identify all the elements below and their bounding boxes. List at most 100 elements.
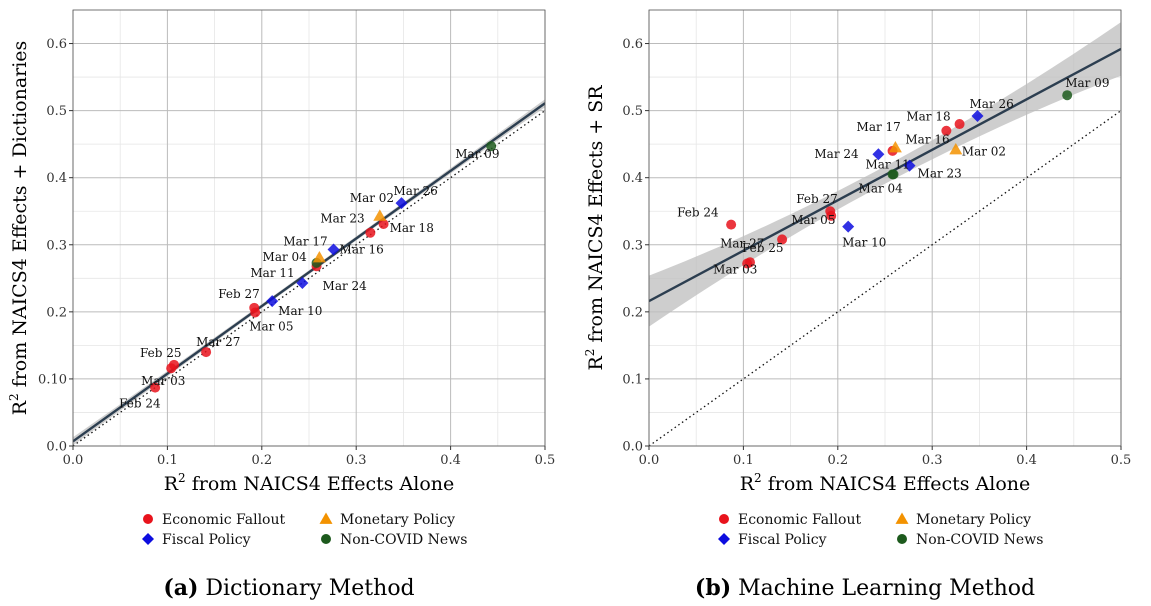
- point-label: Mar 24: [323, 279, 368, 293]
- y-tick-label: 0.5: [622, 104, 643, 119]
- panel-dictionary-method: Feb 24 Feb 25 Mar 03 Mar 27 Feb 27 Mar 05 Mar …: [0, 0, 575, 606]
- x-tick-label: 0.2: [251, 453, 272, 468]
- fit-line: [649, 47, 1121, 303]
- legend-item-non: Non-COVID News: [321, 532, 467, 548]
- point-label: Mar 05: [791, 213, 835, 227]
- legend-label: Monetary Policy: [340, 512, 455, 528]
- y-axis-title: R2 from NAICS4 Effects + SR: [583, 85, 607, 371]
- y-tick-label: 0.1: [622, 372, 643, 387]
- point-mar-11: [296, 277, 309, 290]
- legend-label: Fiscal Policy: [162, 532, 251, 548]
- point-label: Mar 09: [1065, 76, 1109, 90]
- legend-item-mon: Monetary Policy: [319, 512, 455, 528]
- legend-marker: [143, 514, 153, 524]
- x-tick-label: 0.1: [733, 453, 754, 468]
- point-mar-16: [327, 243, 340, 256]
- legend-label: Fiscal Policy: [738, 532, 827, 548]
- x-tick-label: 0.4: [1016, 453, 1037, 468]
- point-label: Mar 27: [720, 236, 764, 250]
- point-mar-10: [842, 220, 855, 233]
- point-mar-23: [903, 159, 916, 172]
- x-tick-label: 0.1: [157, 453, 178, 468]
- y-tick-label: 0.6: [622, 37, 643, 52]
- panel-caption: (b) Machine Learning Method: [695, 575, 1035, 601]
- x-tick-label: 0.3: [346, 453, 367, 468]
- legend-label: Economic Fallout: [738, 512, 861, 528]
- point-mar-18: [378, 218, 389, 229]
- legend-item-fis: Fiscal Policy: [142, 532, 251, 548]
- legend-label: Monetary Policy: [916, 512, 1031, 528]
- point-mar-23: [365, 227, 376, 238]
- point-mar-16: [888, 141, 902, 153]
- y-axis-title: R2 from NAICS4 Effects + Dictionaries: [7, 41, 31, 416]
- point-label: Mar 24: [814, 147, 859, 161]
- point-label: Mar 10: [278, 304, 322, 318]
- point-label: Feb 25: [742, 241, 784, 255]
- point-mar-18: [941, 125, 952, 136]
- x-tick-label: 0.0: [639, 453, 660, 468]
- panel-caption: (a) Dictionary Method: [163, 575, 414, 601]
- point-mar-09: [1062, 90, 1073, 101]
- y-tick-label: 0.2: [46, 305, 67, 320]
- point-mar-05: [250, 307, 261, 318]
- data-points: [726, 90, 1073, 269]
- legend-item-econ: Economic Fallout: [719, 512, 861, 528]
- point-label: Feb 27: [218, 287, 260, 301]
- point-label: Mar 11: [250, 266, 294, 280]
- point-label: Mar 02: [350, 191, 394, 205]
- point-label: Feb 27: [796, 192, 838, 206]
- point-label: Mar 18: [906, 110, 950, 124]
- point-label: Feb 24: [119, 397, 161, 411]
- point-mar-05: [826, 210, 837, 221]
- legend-item-mon: Monetary Policy: [895, 512, 1031, 528]
- point-mar-09: [486, 141, 497, 152]
- y-tick-label: 0.3: [46, 238, 67, 253]
- point-mar-17: [312, 251, 326, 263]
- point-label: Mar 04: [263, 250, 308, 264]
- x-tick-label: 0.2: [827, 453, 848, 468]
- panel-machine-learning-method: Feb 24 Mar 03 Feb 25 Mar 27 Feb 27 Mar 05 Mar …: [576, 0, 1151, 606]
- point-label: Mar 26: [970, 97, 1014, 111]
- point-mar-03: [166, 363, 177, 374]
- legend-marker: [719, 514, 729, 524]
- point-label: Mar 11: [865, 157, 909, 171]
- legend-marker: [718, 533, 730, 545]
- point-label: Mar 17: [283, 235, 327, 249]
- data-points: [150, 141, 497, 393]
- point-mar-26: [971, 109, 984, 122]
- plot-content: [649, 22, 1121, 446]
- point-label: Mar 18: [390, 221, 434, 235]
- x-tick-label: 0.0: [63, 453, 84, 468]
- legend-item-econ: Economic Fallout: [143, 512, 285, 528]
- point-label: Mar 23: [918, 167, 962, 181]
- y-tick-label: 0.10: [38, 372, 67, 387]
- plot-border: [648, 9, 1122, 447]
- point-mar-26: [395, 197, 408, 210]
- x-tick-label: 0.5: [1111, 453, 1132, 468]
- axis-ticks: 0.0 0.1 0.2 0.3 0.4 0.5 0.0 0.10 0.2 0.3 0.4 0.5 0.6: [38, 37, 555, 468]
- point-mar-02: [373, 209, 387, 221]
- legend-marker: [895, 512, 909, 524]
- x-axis-title: R2 from NAICS4 Effects Alone: [164, 471, 455, 495]
- point-label: Mar 23: [320, 212, 364, 226]
- y-tick-label: 0.3: [622, 238, 643, 253]
- reference-line-45deg: [649, 110, 1121, 446]
- point-label: Mar 10: [842, 236, 886, 250]
- point-label: Feb 25: [140, 346, 182, 360]
- point-feb-25: [745, 257, 756, 268]
- plot-content: [73, 99, 545, 446]
- x-tick-label: 0.5: [535, 453, 556, 468]
- point-label: Mar 09: [455, 147, 499, 161]
- y-tick-label: 0.0: [622, 440, 643, 455]
- y-tick-label: 0.6: [46, 37, 67, 52]
- reference-line-45deg: [73, 110, 545, 446]
- point-label: Feb 24: [677, 206, 719, 220]
- point-label: Mar 03: [141, 374, 185, 388]
- legend: Economic Fallout Monetary Policy Fiscal Po…: [142, 512, 467, 548]
- legend-marker: [321, 534, 331, 544]
- x-axis-title: R2 from NAICS4 Effects Alone: [740, 471, 1031, 495]
- point-mar-04: [887, 169, 898, 180]
- point-label: Mar 17: [857, 120, 901, 134]
- legend-item-fis: Fiscal Policy: [718, 532, 827, 548]
- legend-label: Non-COVID News: [916, 532, 1043, 548]
